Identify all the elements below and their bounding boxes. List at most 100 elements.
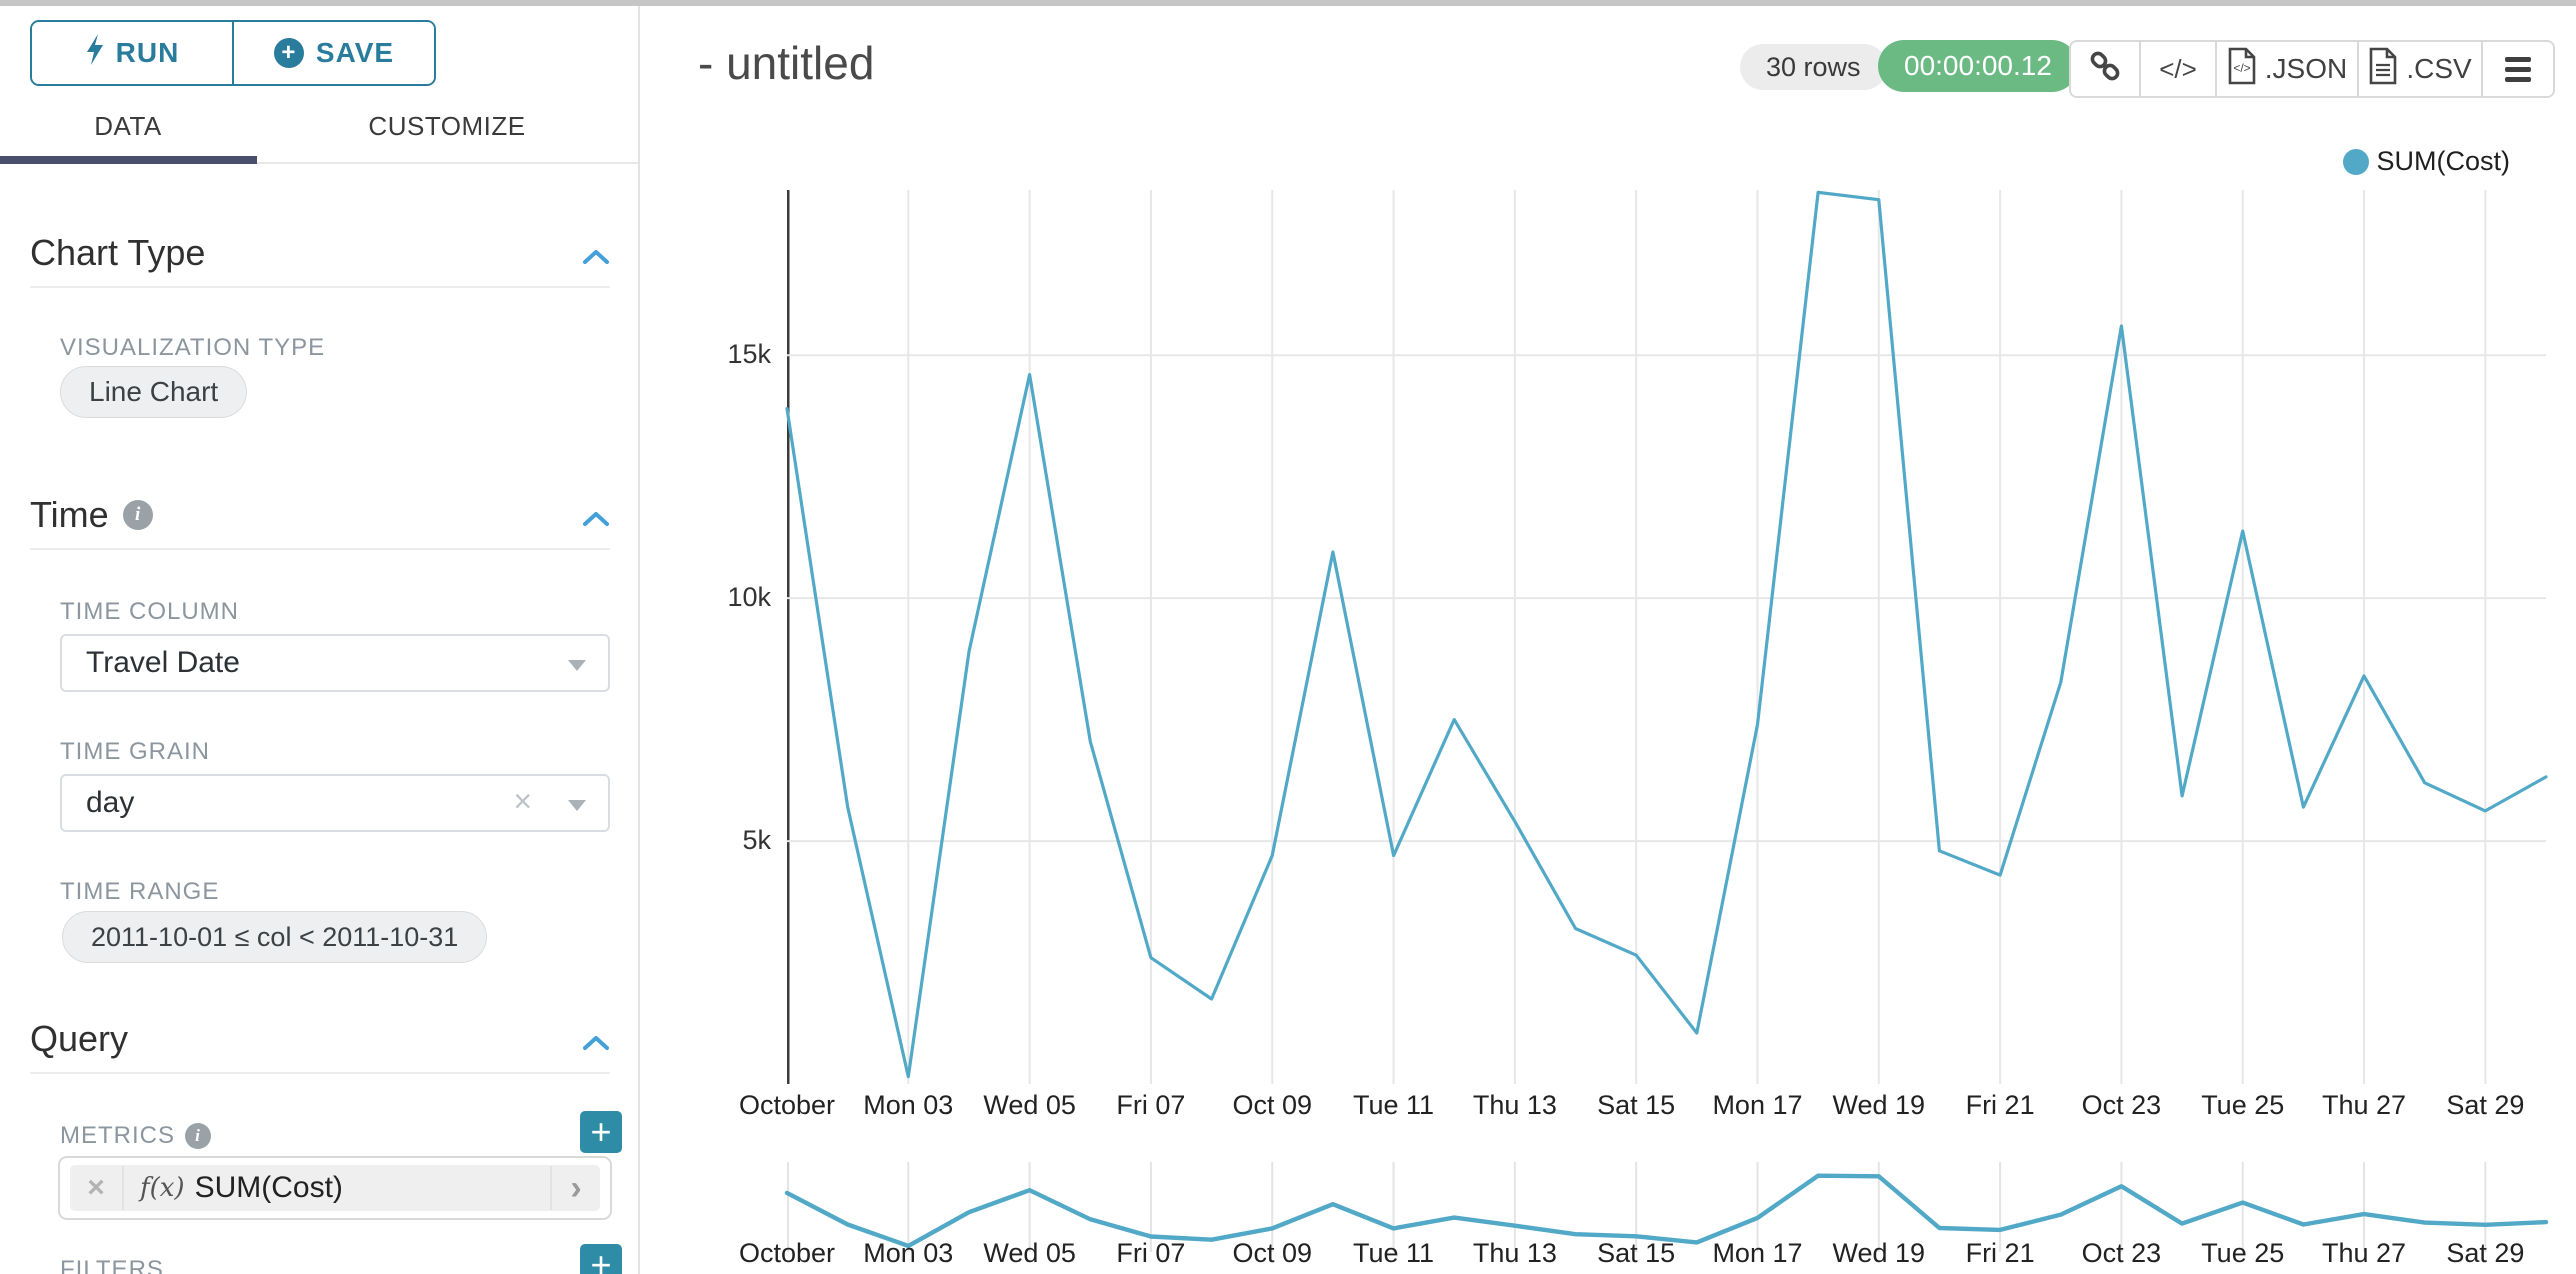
mini-x-tick-label: Thu 27 [2322, 1238, 2407, 1268]
filters-label: FILTERS [60, 1256, 164, 1274]
legend-swatch [2342, 148, 2369, 175]
x-tick-label: Sat 15 [1597, 1090, 1676, 1120]
visualization-type-pill[interactable]: Line Chart [60, 366, 248, 418]
section-divider [30, 548, 610, 550]
export-json-label: .JSON [2264, 53, 2348, 84]
view-query-button[interactable]: </> [2139, 42, 2215, 96]
x-tick-label: Tue 25 [2201, 1090, 2285, 1120]
x-tick-label: Thu 13 [1472, 1090, 1557, 1120]
control-panel: RUN + SAVE DATA CUSTOMIZE Chart Type VIS… [0, 6, 638, 1274]
chart-type-section-title: Chart Type [30, 232, 206, 273]
share-link-button[interactable] [2071, 42, 2139, 96]
remove-metric-icon[interactable]: × [70, 1166, 124, 1210]
tab-data[interactable]: DATA [94, 111, 162, 141]
mini-x-tick-label: Mon 17 [1712, 1238, 1803, 1268]
x-tick-label: Sat 29 [2446, 1090, 2525, 1120]
row-count-badge: 30 rows [1740, 44, 1887, 90]
y-tick-label: 15k [727, 339, 771, 370]
add-metric-button[interactable]: + [580, 1111, 622, 1153]
mini-preview-chart[interactable] [784, 1162, 2549, 1252]
time-range-pill[interactable]: 2011-10-01 ≤ col < 2011-10-31 [62, 911, 488, 963]
x-tick-label: Wed 19 [1832, 1090, 1926, 1120]
export-csv-label: .CSV [2406, 53, 2472, 84]
section-divider [30, 286, 610, 288]
clear-icon[interactable]: × [513, 783, 532, 819]
metric-pill: × f(x) SUM(Cost) › [70, 1165, 600, 1211]
add-filter-button[interactable]: + [580, 1244, 622, 1274]
time-column-value: Travel Date [86, 646, 240, 679]
chevron-right-icon[interactable]: › [550, 1166, 600, 1210]
visualization-type-value: Line Chart [89, 376, 219, 407]
mini-x-tick-label: Oct 09 [1232, 1238, 1312, 1268]
y-tick-label: 10k [727, 582, 771, 613]
mini-x-tick-label: Thu 13 [1472, 1238, 1557, 1268]
metrics-label: METRICS i [60, 1122, 211, 1150]
mini-x-tick-label: Fri 21 [1965, 1238, 2035, 1268]
chevron-up-icon[interactable] [582, 1018, 610, 1060]
main-line-chart[interactable] [785, 190, 2548, 1084]
time-grain-value: day [86, 786, 135, 819]
time-grain-select[interactable]: day × [60, 774, 610, 832]
export-toolbar: </> </> .JSON [2069, 40, 2555, 98]
query-timer-text: 00:00:00.12 [1904, 50, 2052, 81]
mini-x-tick-label: Oct 23 [2081, 1238, 2162, 1268]
plus-circle-icon: + [273, 38, 304, 68]
run-button-label: RUN [115, 37, 180, 68]
chart-title: - untitled [698, 37, 875, 89]
info-icon: i [185, 1123, 211, 1149]
query-timer-badge: 00:00:00.12 [1878, 40, 2078, 92]
mini-x-tick-label: Wed 19 [1832, 1238, 1926, 1268]
x-tick-label: Tue 11 [1353, 1090, 1435, 1120]
mini-x-tick-label: Tue 11 [1353, 1238, 1435, 1268]
chevron-down-icon [568, 660, 586, 671]
x-tick-label: Oct 23 [2081, 1090, 2162, 1120]
x-tick-label: Fri 21 [1965, 1090, 2035, 1120]
time-column-select[interactable]: Travel Date [60, 634, 610, 692]
export-json-button[interactable]: </> .JSON [2215, 42, 2357, 96]
query-action-buttons: RUN + SAVE [30, 20, 436, 86]
visualization-type-label: VISUALIZATION TYPE [60, 334, 326, 361]
chart-legend[interactable]: SUM(Cost) [2342, 146, 2511, 177]
file-text-icon [2368, 47, 2398, 92]
chevron-down-icon [568, 800, 586, 811]
chevron-up-icon[interactable] [582, 494, 610, 536]
export-csv-button[interactable]: .CSV [2357, 42, 2481, 96]
x-tick-label: Mon 03 [863, 1090, 954, 1120]
x-tick-label: Thu 27 [2322, 1090, 2407, 1120]
tab-customize[interactable]: CUSTOMIZE [368, 111, 526, 141]
section-divider [30, 1072, 610, 1074]
mini-x-tick-label: Tue 25 [2201, 1238, 2285, 1268]
menu-icon [2505, 56, 2531, 82]
time-range-label: TIME RANGE [60, 878, 220, 905]
chart-type-section-header[interactable]: Chart Type [30, 232, 610, 274]
active-tab-indicator [0, 156, 257, 164]
time-range-value: 2011-10-01 ≤ col < 2011-10-31 [91, 921, 459, 952]
mini-x-tick-label: Mon 03 [863, 1238, 954, 1268]
query-section-header[interactable]: Query [30, 1018, 610, 1060]
x-tick-label: Mon 17 [1712, 1090, 1803, 1120]
panel-divider [638, 6, 640, 1274]
save-button[interactable]: + SAVE [232, 22, 434, 84]
query-section-title: Query [30, 1018, 129, 1059]
metric-name: SUM(Cost) [194, 1171, 343, 1204]
time-grain-label: TIME GRAIN [60, 738, 211, 765]
run-button[interactable]: RUN [32, 22, 232, 84]
info-icon: i [122, 500, 153, 530]
chevron-up-icon[interactable] [582, 232, 610, 274]
mini-x-tick-label: Sat 15 [1597, 1238, 1676, 1268]
filters-label-text: FILTERS [60, 1256, 164, 1274]
link-icon [2087, 48, 2123, 91]
function-icon: f(x) [140, 1173, 185, 1203]
chart-menu-button[interactable] [2481, 42, 2553, 96]
legend-label: SUM(Cost) [2376, 146, 2511, 176]
x-tick-label: Oct 09 [1232, 1090, 1312, 1120]
metric-item[interactable]: × f(x) SUM(Cost) › [58, 1156, 612, 1220]
time-section-header[interactable]: Time i [30, 494, 610, 536]
svg-text:</>: </> [2233, 61, 2250, 75]
time-column-label: TIME COLUMN [60, 598, 239, 625]
bolt-icon [85, 34, 104, 72]
metrics-label-text: METRICS [60, 1122, 175, 1149]
mini-x-tick-label: Sat 29 [2446, 1238, 2525, 1268]
x-tick-label: October [738, 1090, 836, 1120]
